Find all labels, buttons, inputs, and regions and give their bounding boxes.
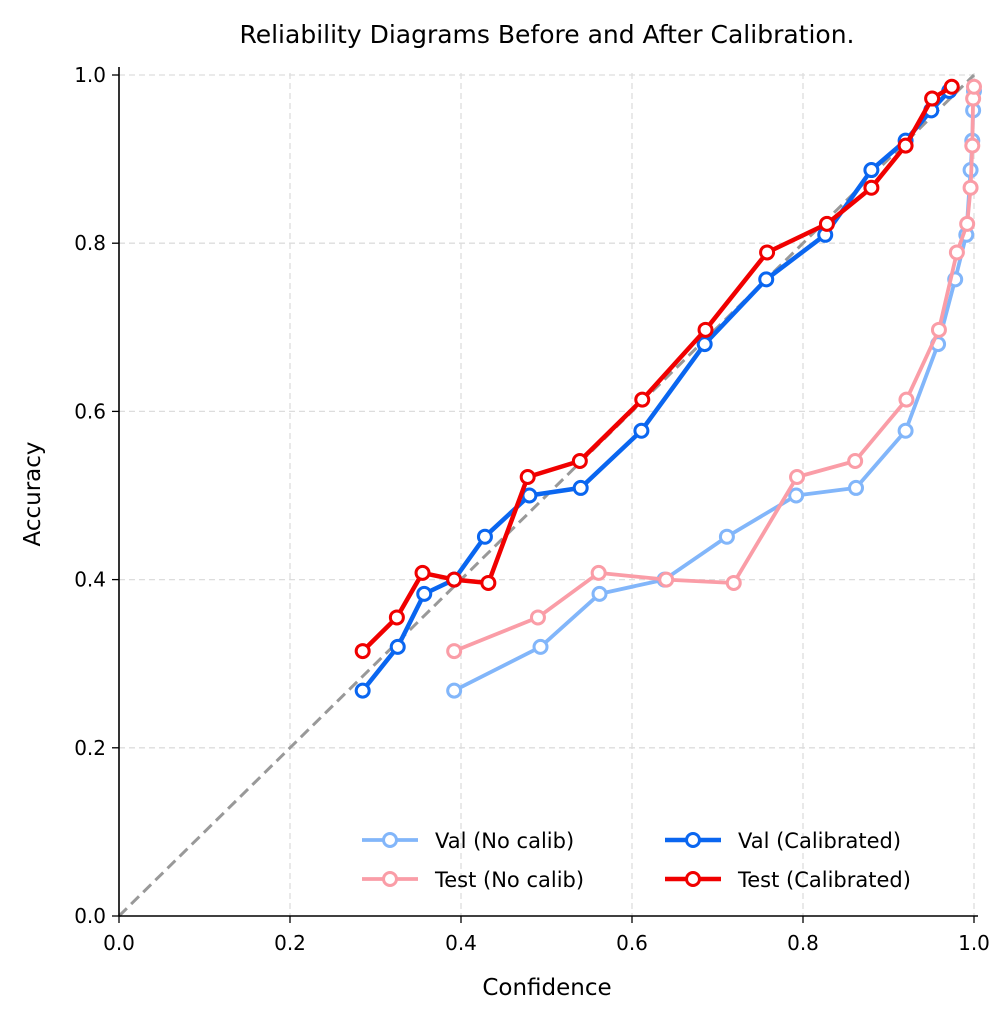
legend-item: Test (No calib) [362, 868, 584, 892]
data-point [446, 571, 463, 588]
y-tick-label: 0.4 [74, 568, 106, 592]
data-point [480, 574, 497, 591]
legend-label: Test (No calib) [434, 868, 584, 892]
data-point [446, 682, 463, 699]
data-point [964, 137, 981, 154]
x-tick-label: 0.2 [274, 931, 306, 955]
x-tick-label: 0.6 [616, 931, 648, 955]
legend-label: Val (Calibrated) [738, 829, 901, 853]
data-point [847, 453, 864, 470]
y-tick-label: 0.2 [74, 736, 106, 760]
data-point [789, 468, 806, 485]
y-tick-label: 0.0 [74, 904, 106, 928]
grid-layer [119, 73, 976, 916]
data-point [943, 78, 960, 95]
data-point [848, 479, 865, 496]
x-tick-label: 0.0 [103, 931, 135, 955]
data-point [416, 585, 433, 602]
data-point [354, 682, 371, 699]
data-point [818, 215, 835, 232]
y-axis-title: Accuracy [20, 441, 46, 546]
data-point [476, 528, 493, 545]
perfect-calibration-line [117, 73, 976, 918]
data-point [696, 336, 713, 353]
x-tick-label: 0.4 [445, 931, 477, 955]
data-point [924, 90, 941, 107]
y-tick-label: 0.6 [74, 399, 106, 423]
data-point [758, 271, 775, 288]
data-point [389, 638, 406, 655]
data-point [571, 453, 588, 470]
series-test-calibrated [354, 78, 960, 660]
legend-item: Val (Calibrated) [665, 829, 901, 853]
series-layer [354, 78, 982, 699]
data-point [725, 574, 742, 591]
chart-title: Reliability Diagrams Before and After Ca… [239, 20, 854, 49]
data-point [718, 528, 735, 545]
data-point [590, 564, 607, 581]
data-point [966, 78, 982, 95]
reference-line-layer [117, 73, 976, 918]
legend-label: Val (No calib) [435, 829, 574, 853]
data-point [658, 571, 675, 588]
data-point [446, 643, 463, 660]
x-tick-label: 0.8 [787, 931, 819, 955]
legend: Val (No calib) Test (No calib) Val (Calibr… [362, 829, 911, 892]
data-point [962, 179, 979, 196]
data-point [897, 422, 914, 439]
data-point [863, 179, 880, 196]
legend-swatch-marker [685, 871, 701, 887]
data-point [633, 422, 650, 439]
data-point [759, 244, 776, 261]
x-axis-title: Confidence [482, 975, 611, 1001]
series-test-no-calib [446, 78, 982, 660]
legend-swatch-marker [685, 832, 701, 848]
legend-swatch-marker [382, 832, 398, 848]
data-point [572, 479, 589, 496]
data-point [897, 137, 914, 154]
axes-layer [118, 67, 978, 917]
legend-label: Test (Calibrated) [737, 868, 911, 892]
data-point [863, 162, 880, 179]
y-tick-label: 0.8 [74, 231, 106, 255]
data-point [948, 244, 965, 261]
legend-item: Test (Calibrated) [665, 868, 911, 892]
data-point [354, 643, 371, 660]
data-point [959, 215, 976, 232]
data-point [414, 564, 431, 581]
data-point [388, 609, 405, 626]
data-point [898, 391, 915, 408]
data-point [519, 468, 536, 485]
data-point [591, 585, 608, 602]
legend-item: Val (No calib) [362, 829, 574, 853]
data-point [529, 609, 546, 626]
data-point [532, 638, 549, 655]
legend-swatch-marker [382, 871, 398, 887]
data-point [697, 321, 714, 338]
ticks-layer: 0.0 0.2 0.4 0.6 0.8 1.0 0.0 0.2 0.4 0.6 0.8 1.0 [74, 63, 990, 955]
data-point [788, 487, 805, 504]
y-tick-label: 1.0 [74, 63, 106, 87]
data-point [634, 391, 651, 408]
x-tick-label: 1.0 [958, 931, 990, 955]
data-point [930, 321, 947, 338]
